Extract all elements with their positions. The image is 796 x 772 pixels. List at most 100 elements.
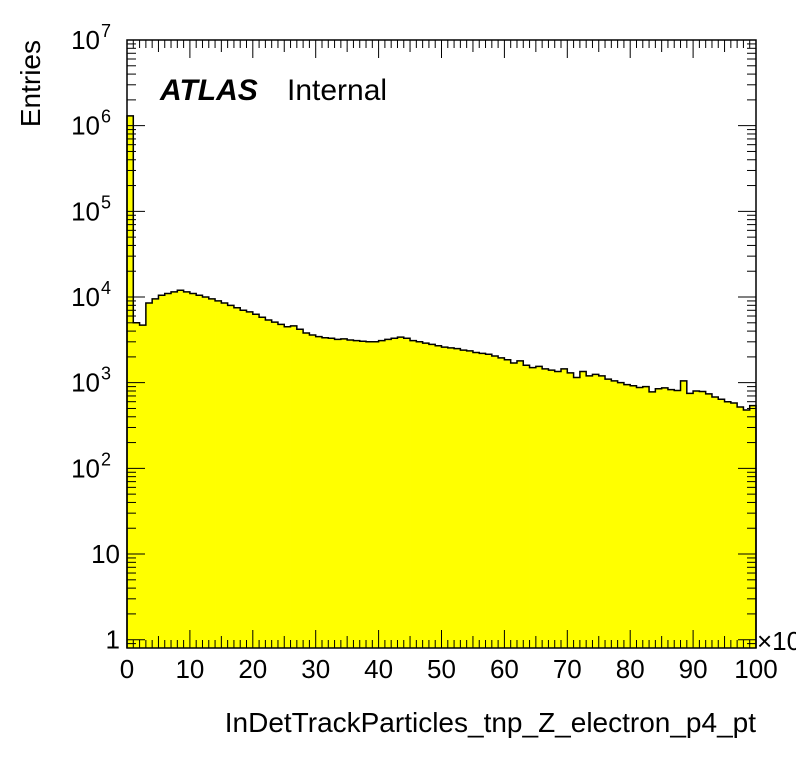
x-tick-label: 0 [120,654,134,684]
histogram-bin [460,350,468,648]
histogram-bin [296,329,304,648]
y-tick-label: 10 7 [71,21,111,55]
y-tick-label-exponent: 4 [101,278,111,298]
histogram-bin [252,314,260,648]
histogram-bin [246,311,254,648]
x-tick-label: 50 [427,654,456,684]
x-axis-title: InDetTrackParticles_tnp_Z_electron_p4_pt [225,707,756,738]
histogram-bin [164,293,172,648]
x-tick-label: 10 [175,654,204,684]
histogram-bin [680,380,688,648]
y-tick-label-exponent: 6 [101,107,111,127]
x-tick-label: 60 [490,654,519,684]
y-tick-label-exponent: 2 [101,449,111,469]
histogram-bin [397,337,405,648]
histogram-bin [347,339,354,648]
histogram-bin [233,307,241,648]
histogram-bin [711,397,719,648]
x-multiplier-label: ×10 [757,626,796,656]
histogram-bin [265,319,273,648]
histogram-bin [215,300,222,648]
histogram-bin [542,368,549,648]
histogram-bin [441,347,449,648]
histogram-bin [529,367,537,648]
histogram-bin [479,353,486,648]
histogram-bin [498,357,505,648]
x-tick-label: 80 [616,654,645,684]
y-tick-label-base: 10 [71,453,100,483]
histogram-bin [454,348,461,648]
histogram-bin [366,341,373,648]
histogram-bin [284,326,291,648]
x-tick-label: 100 [734,654,777,684]
histogram-bin [567,372,574,648]
y-tick-label-exponent: 3 [101,364,111,384]
histogram-bin [428,344,436,648]
histogram-bin [586,375,593,648]
histogram-bin [642,386,650,648]
histogram-bin [277,324,285,648]
y-tick-label: 10 2 [71,449,111,483]
x-tick-labels: 0 10 20 30 40 50 60 70 80 90 100 [120,654,778,684]
histogram-bin [372,341,379,648]
histogram-bin [227,305,235,648]
histogram-bin [315,336,323,648]
y-tick-label-exponent: 7 [101,21,111,41]
histogram-bin [674,390,681,648]
histogram-bin [699,391,707,648]
y-tick-label: 10 3 [71,364,111,398]
histogram-bin [202,297,210,648]
histogram-bin [171,291,178,648]
histogram-bin [466,350,474,648]
y-tick-label-base: 10 [91,539,120,569]
histogram-bin [579,371,587,648]
histogram-bin [221,303,229,648]
histogram-bin [554,371,562,648]
histogram-bin [145,303,153,648]
y-tick-label-base: 10 [71,111,100,141]
histogram-bin [328,338,335,648]
x-tick-label: 70 [553,654,582,684]
y-tick-label-exponent: 5 [101,192,111,212]
histogram-bin [592,374,600,648]
histogram-bin [636,387,644,648]
histogram-bin [617,382,625,648]
histogram-bin [667,389,675,648]
histogram-bin [378,340,386,648]
histogram-bin [240,310,247,648]
histogram-bin [158,295,166,648]
histogram-bin [353,340,361,648]
histogram-bin [649,391,656,648]
histogram-bin [749,405,757,648]
y-tick-label: 1 [106,625,120,655]
histogram-bin [321,337,329,648]
atlas-label: ATLAS [159,74,258,107]
histogram-bin [598,375,606,648]
histogram-bin [196,295,203,648]
histogram-bin [152,298,159,648]
histogram-bin [737,407,744,648]
histogram-bin [623,384,631,648]
y-tick-label: 10 4 [71,278,111,312]
histogram-bin [523,365,530,648]
x-tick-label: 90 [679,654,708,684]
histogram-bin [535,366,543,648]
histogram-bin [548,370,556,648]
histogram-bin [359,341,367,648]
histogram-bin [630,385,637,648]
y-tick-label-base: 1 [106,625,120,655]
y-tick-label-base: 10 [71,368,100,398]
histogram-bin [384,339,392,648]
histogram-bin [391,338,398,648]
histogram-bin [435,345,442,648]
histogram-bin [410,340,417,648]
x-tick-label: 20 [238,654,267,684]
y-tick-label: 10 5 [71,192,111,226]
histogram-bin [705,393,713,648]
histogram-bin [208,298,216,648]
histogram-bin [177,290,185,648]
histogram-bin [730,402,738,648]
histogram-bin [718,399,725,648]
histogram-bin [510,362,518,648]
